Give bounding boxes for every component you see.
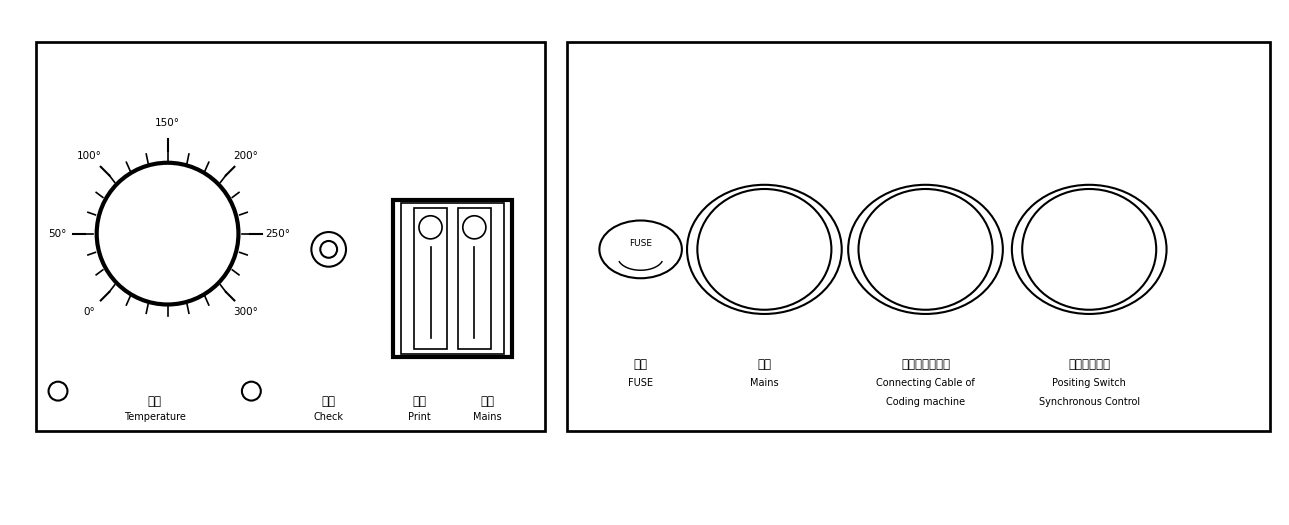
Text: 150°: 150° — [155, 118, 180, 129]
Ellipse shape — [687, 185, 842, 314]
Text: Synchronous Control: Synchronous Control — [1039, 396, 1139, 407]
Bar — [567, 42, 1270, 430]
Text: Coding machine: Coding machine — [886, 396, 965, 407]
Ellipse shape — [242, 382, 260, 401]
Text: 打码机连接电缆: 打码机连接电缆 — [901, 359, 950, 371]
Text: 100°: 100° — [77, 151, 102, 161]
Text: Positing Switch: Positing Switch — [1052, 378, 1127, 388]
Text: Mains: Mains — [750, 378, 779, 388]
Ellipse shape — [848, 185, 1003, 314]
Text: 0°: 0° — [84, 307, 95, 317]
Text: 同步控制信号: 同步控制信号 — [1069, 359, 1110, 371]
Bar — [393, 200, 512, 357]
Text: 打印: 打印 — [412, 395, 425, 408]
Text: 电源: 电源 — [481, 395, 494, 408]
Ellipse shape — [1012, 185, 1167, 314]
Text: FUSE: FUSE — [628, 378, 654, 388]
Ellipse shape — [49, 382, 67, 401]
Ellipse shape — [419, 216, 442, 239]
Ellipse shape — [463, 216, 486, 239]
Text: 200°: 200° — [233, 151, 258, 161]
Text: 250°: 250° — [266, 228, 290, 239]
Text: Temperature: Temperature — [124, 412, 186, 423]
Text: Mains: Mains — [473, 412, 501, 423]
Bar — [36, 42, 545, 430]
Text: 检查: 检查 — [322, 395, 335, 408]
Ellipse shape — [97, 163, 238, 304]
Text: Check: Check — [313, 412, 344, 423]
Ellipse shape — [1022, 189, 1156, 310]
Text: Print: Print — [407, 412, 431, 423]
Ellipse shape — [320, 241, 338, 258]
Ellipse shape — [858, 189, 993, 310]
Ellipse shape — [599, 220, 682, 278]
Text: Connecting Cable of: Connecting Cable of — [877, 378, 974, 388]
Text: 温度: 温度 — [148, 395, 161, 408]
Text: 300°: 300° — [233, 307, 258, 317]
Text: 50°: 50° — [48, 228, 67, 239]
Bar — [458, 208, 491, 349]
Ellipse shape — [697, 189, 831, 310]
Text: 保险: 保险 — [634, 359, 647, 371]
Text: FUSE: FUSE — [629, 238, 652, 248]
Ellipse shape — [312, 232, 345, 267]
Bar — [414, 208, 447, 349]
Bar — [401, 203, 504, 354]
Text: 电源: 电源 — [758, 359, 771, 371]
